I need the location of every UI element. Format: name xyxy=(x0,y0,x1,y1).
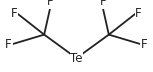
Text: F: F xyxy=(5,38,12,51)
Text: F: F xyxy=(141,38,148,51)
Text: Te: Te xyxy=(70,52,83,65)
Text: F: F xyxy=(100,0,106,8)
Text: F: F xyxy=(47,0,53,8)
Text: F: F xyxy=(11,7,18,20)
Text: F: F xyxy=(135,7,142,20)
